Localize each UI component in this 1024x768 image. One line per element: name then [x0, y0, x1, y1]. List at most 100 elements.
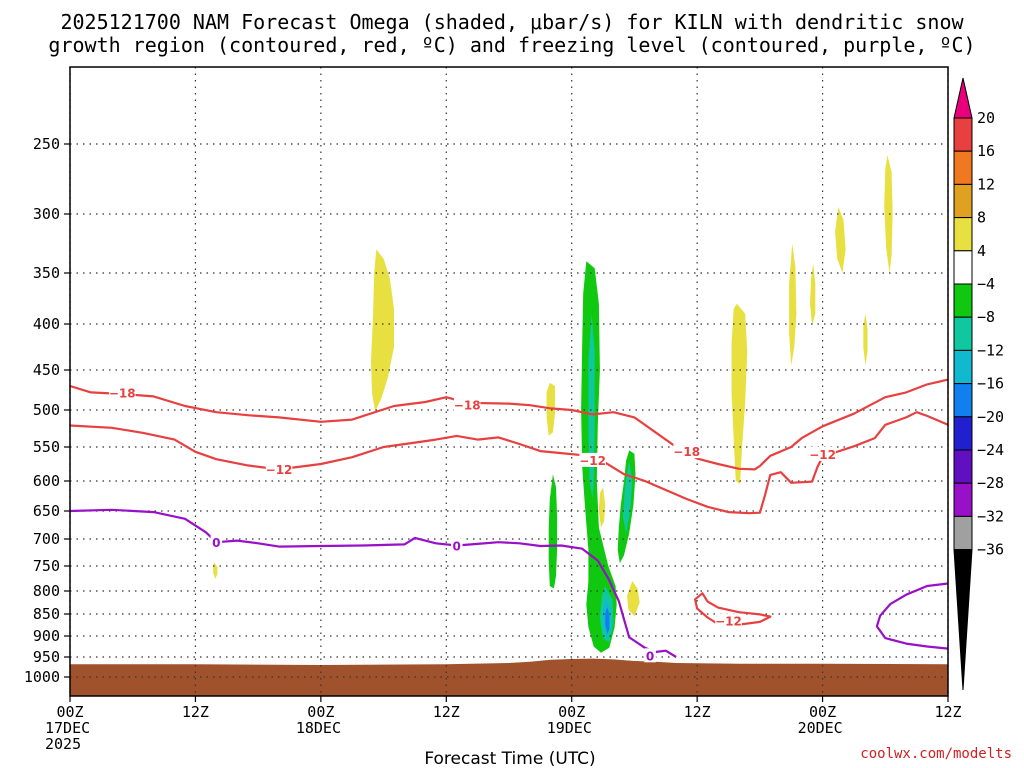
colorbar-label-1: 16 [977, 142, 995, 160]
colorbar-label-13: −36 [977, 541, 1004, 559]
colorbar-segment-6 [953, 316, 973, 351]
contour-label-0-1: −18 [454, 398, 481, 412]
colorbar-segment-12 [953, 515, 973, 551]
contour-label-bg-3-0 [210, 535, 223, 550]
y-tick-label-13: 900 [33, 627, 60, 645]
y-tick-label-7: 600 [33, 472, 60, 490]
y-tick-label-9: 700 [33, 530, 60, 548]
contour-label-3-2: 0 [646, 649, 654, 663]
terrain-layer [70, 658, 948, 696]
y-tick-label-0: 250 [33, 135, 60, 153]
chart-title-line-1: 2025121700 NAM Forecast Omega (shaded, μ… [60, 10, 964, 34]
source-credit: coolwx.com/modelts [860, 746, 1012, 762]
x-axis-title: Forecast Time (UTC) [424, 749, 595, 768]
contour-label-1-2: −12 [809, 448, 836, 462]
omega-region-14 [588, 313, 595, 499]
x-tick-label-1-0: 12Z [182, 703, 209, 721]
y-tick-label-6: 550 [33, 438, 60, 456]
terrain-fill [70, 658, 948, 696]
x-tick-label-2-0: 00Z [307, 703, 334, 721]
colorbar-segment-0 [953, 117, 973, 152]
colorbar: 20 16 12 8 4 −4 −8 −12 −16 −20 −24 −28 −32 −36 [953, 77, 1004, 691]
omega-shading [213, 155, 893, 653]
omega-region-6 [789, 243, 797, 366]
contour-label-0-2: −18 [673, 445, 700, 459]
contour-label-bg-1-1 [579, 452, 606, 467]
colorbar-label-5: −4 [977, 275, 995, 293]
y-tick-label-4: 450 [33, 361, 60, 379]
omega-region-18 [605, 607, 610, 634]
omega-region-7 [810, 263, 816, 326]
x-tick-label-0-0: 00Z [56, 703, 83, 721]
plot-area [70, 67, 948, 696]
omega-region-5 [731, 303, 748, 484]
x-tick-label-7-0: 12Z [934, 703, 961, 721]
omega-region-3 [598, 487, 606, 528]
y-tick-label-2: 350 [33, 264, 60, 282]
colorbar-label-6: −8 [977, 308, 995, 326]
omega-region-9 [863, 313, 868, 366]
colorbar-segment-9 [953, 416, 973, 451]
omega-region-15 [622, 460, 633, 534]
contour-label-3-1: 0 [453, 539, 461, 553]
y-tick-label-8: 650 [33, 502, 60, 520]
contour-label-bg-3-2 [644, 648, 656, 663]
y-tick-label-14: 950 [33, 648, 60, 666]
colorbar-segment-7 [953, 349, 973, 385]
x-tick-label-0-2: 2025 [45, 735, 81, 753]
colorbar-label-3: 8 [977, 209, 986, 227]
plot-background [70, 67, 948, 696]
colorbar-segment-1 [953, 150, 973, 185]
contour-label-bg-3-1 [450, 538, 463, 553]
x-tick-label-6-1: 20DEC [798, 719, 843, 737]
omega-region-12 [548, 474, 558, 589]
colorbar-label-11: −28 [977, 474, 1004, 492]
y-tick-label-11: 800 [33, 582, 60, 600]
colorbar-label-8: −16 [977, 375, 1004, 393]
contour-label-3-0: 0 [212, 536, 220, 550]
colorbar-label-12: −32 [977, 507, 1004, 525]
omega-region-10 [884, 155, 893, 273]
x-tick-label-2-1: 18DEC [296, 719, 341, 737]
contour-label-1-0: −12 [266, 463, 293, 477]
colorbar-segment-11 [953, 482, 973, 517]
colorbar-label-7: −12 [977, 341, 1004, 359]
x-tick-label-4-0: 00Z [558, 703, 585, 721]
colorbar-label-10: −24 [977, 441, 1004, 459]
colorbar-label-4: 4 [977, 242, 986, 260]
colorbar-segment-8 [953, 383, 973, 418]
contour-2 [693, 592, 772, 626]
colorbar-label-2: 12 [977, 175, 995, 193]
contour-label-bg-0-2 [673, 444, 700, 459]
y-tick-label-12: 850 [33, 605, 60, 623]
x-tick-label-4-1: 19DEC [547, 719, 592, 737]
colorbar-top-arrow [953, 77, 973, 119]
y-tick-label-10: 750 [33, 557, 60, 575]
colorbar-segment-3 [953, 217, 973, 252]
plot-border [69, 66, 949, 697]
chart-title-line-2: growth region (contoured, red, ºC) and f… [48, 33, 975, 57]
y-tick-label-15: 1000 [24, 668, 60, 686]
x-tick-label-0-1: 17DEC [45, 719, 90, 737]
colorbar-segment-2 [953, 183, 973, 219]
omega-region-1 [213, 562, 218, 579]
contour-label-bg-1-0 [265, 461, 293, 476]
contour-0 [69, 378, 949, 471]
contour-label-1-1: −12 [579, 454, 606, 468]
y-axis-labels: 250 300 350 400 450 500 550 600 650 700 750 800 850 9… [24, 135, 60, 686]
contour-label-bg-0-1 [453, 397, 481, 412]
omega-region-8 [835, 207, 846, 273]
x-tick-label-6-0: 00Z [809, 703, 836, 721]
x-tick-label-5-0: 12Z [684, 703, 711, 721]
contour-label-bg-1-2 [809, 446, 836, 461]
contour-label-2-0: −12 [715, 615, 742, 629]
contour-label-0-0: −18 [109, 386, 136, 400]
plot-frame [64, 66, 949, 702]
colorbar-segment-10 [953, 449, 973, 484]
y-tick-label-3: 400 [33, 315, 60, 333]
omega-region-4 [627, 581, 640, 617]
y-tick-label-5: 500 [33, 401, 60, 419]
omega-region-0 [371, 249, 394, 412]
